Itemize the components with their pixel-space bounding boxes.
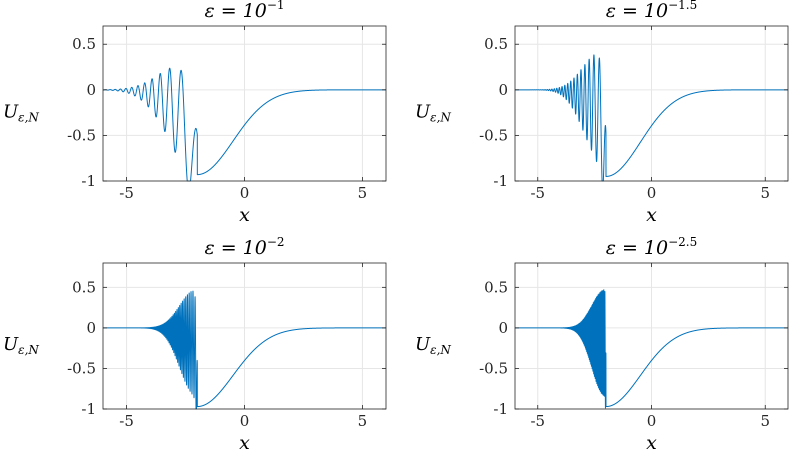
y-axis-label: Uε,N xyxy=(3,102,39,125)
y-tick-label: 0.5 xyxy=(484,35,508,53)
x-tick-label: 5 xyxy=(760,412,770,430)
x-tick-label: -5 xyxy=(530,412,545,430)
y-tick-label: 0 xyxy=(498,319,508,337)
y-tick-label: -1 xyxy=(81,400,96,418)
x-tick-label: 5 xyxy=(358,412,368,430)
chart-panel-4: -5 0 5 0.5 0 -0.5 -1 ε = 10−2.5 x Uε,N xyxy=(415,235,789,454)
x-tick-label: 0 xyxy=(647,184,657,202)
y-tick-label: 0.5 xyxy=(484,278,508,296)
grid-lines xyxy=(515,263,788,410)
x-axis-label: x xyxy=(239,204,250,226)
grid-lines xyxy=(515,26,788,182)
x-tick-label: 5 xyxy=(760,184,770,202)
series-line-1 xyxy=(514,54,789,182)
grid-lines xyxy=(103,263,386,410)
y-axis-label: Uε,N xyxy=(415,102,451,125)
y-tick-label: 0 xyxy=(86,81,96,99)
y-tick-label: -1 xyxy=(493,172,508,190)
y-tick-label: 0.5 xyxy=(72,35,96,53)
x-tick-label: -5 xyxy=(530,184,545,202)
series-line-1 xyxy=(102,67,387,182)
y-tick-label: -0.5 xyxy=(479,126,508,144)
y-tick-label: -0.5 xyxy=(67,126,96,144)
x-axis-label: x xyxy=(646,204,657,226)
y-tick-label: 0 xyxy=(498,81,508,99)
x-axis-label: x xyxy=(646,432,657,454)
chart-title: ε = 10−2 xyxy=(204,235,284,259)
y-tick-label: -1 xyxy=(81,172,96,190)
series-line-1 xyxy=(514,289,789,409)
x-tick-label: 0 xyxy=(647,412,657,430)
chart-title: ε = 10−1.5 xyxy=(606,0,698,22)
chart-panel-2: -5 0 5 0.5 0 -0.5 -1 ε = 10−1.5 x Uε,N xyxy=(415,0,789,226)
chart-panel-3: -5 0 5 0.5 0 -0.5 -1 ε = 10−2 x Uε,N xyxy=(3,235,387,454)
y-tick-label: 0 xyxy=(86,319,96,337)
x-tick-label: -5 xyxy=(119,412,134,430)
x-axis-label: x xyxy=(239,432,250,454)
y-axis-label: Uε,N xyxy=(415,334,451,357)
x-tick-label: 0 xyxy=(240,184,250,202)
y-tick-label: -0.5 xyxy=(67,359,96,377)
chart-title: ε = 10−2.5 xyxy=(606,235,698,259)
x-tick-label: -5 xyxy=(119,184,134,202)
x-tick-label: 5 xyxy=(358,184,368,202)
y-tick-label: -0.5 xyxy=(479,359,508,377)
series-line-1 xyxy=(102,290,387,410)
chart-panel-1: -5 0 5 0.5 0 -0.5 -1 ε = 10−1 x Uε,N xyxy=(3,0,387,226)
chart-title: ε = 10−1 xyxy=(204,0,284,22)
y-axis-label: Uε,N xyxy=(3,334,39,357)
grid-lines xyxy=(103,26,386,182)
y-tick-label: 0.5 xyxy=(72,278,96,296)
x-tick-label: 0 xyxy=(240,412,250,430)
y-tick-label: -1 xyxy=(493,400,508,418)
